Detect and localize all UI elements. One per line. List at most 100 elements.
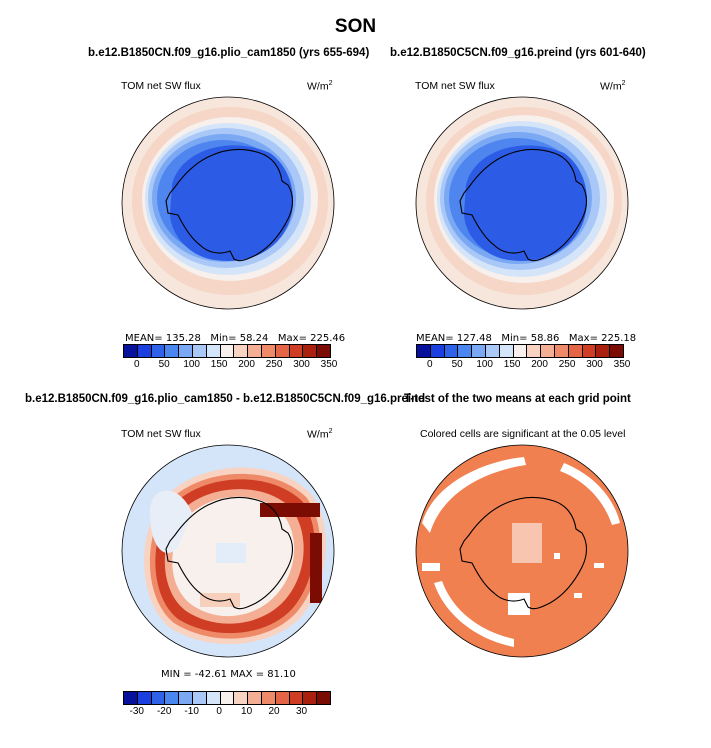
colorbar-swatch	[178, 692, 192, 704]
colorbar-swatch	[609, 345, 623, 357]
panel-preind-units-label: W/m2	[600, 80, 626, 93]
colorbar-swatch	[219, 345, 234, 357]
colorbar-diff-ticks: -30 -20 -10 0 10 20 30	[123, 706, 329, 718]
colorbar-swatch	[191, 692, 206, 704]
colorbar-swatch	[136, 345, 151, 357]
antarctica-coastline	[459, 496, 588, 610]
colorbar-swatch	[288, 692, 303, 704]
colorbar-swatch	[191, 345, 206, 357]
colorbar-swatch	[498, 345, 513, 357]
colorbar-swatch	[316, 345, 330, 357]
colorbar-swatch	[595, 345, 610, 357]
colorbar-preind-ticks: 0 50 100 150 200 250 300 350	[416, 359, 630, 371]
colorbar-tick-label: 300	[586, 359, 603, 370]
colorbar-swatch	[526, 345, 541, 357]
colorbar-swatch	[205, 692, 220, 704]
panel-diff-variable-label: TOM net SW flux	[121, 428, 201, 440]
colorbar-swatch	[288, 345, 303, 357]
colorbar-swatch	[164, 345, 179, 357]
colorbar-swatch	[417, 345, 430, 357]
colorbar-swatch	[274, 345, 289, 357]
colorbar-tick-label: 100	[183, 359, 200, 370]
mean-value: 127.48	[456, 333, 492, 344]
colorbar-tick-label: -30	[129, 706, 144, 717]
max-value: 225.46	[310, 333, 346, 344]
colorbar-tick-label: 350	[613, 359, 631, 370]
panel-plio-stats: MEAN= 135.28 Min= 58.24 Max= 225.46	[125, 333, 346, 344]
colorbar-tick-label: 20	[268, 706, 280, 717]
colorbar-tick-label: 100	[476, 359, 493, 370]
colorbar-swatch	[567, 345, 582, 357]
panel-plio-variable-label: TOM net SW flux	[121, 80, 201, 92]
max-value: 225.18	[601, 333, 637, 344]
min-value: 58.24	[239, 333, 269, 344]
colorbar-tick-label: 200	[238, 359, 255, 370]
map-preind-sw-flux	[415, 96, 629, 310]
panel-ttest-title: T-test of the two means at each grid poi…	[404, 393, 631, 405]
colorbar-swatch	[233, 692, 248, 704]
panel-ttest-subtitle: Colored cells are significant at the 0.0…	[420, 428, 626, 440]
panel-diff-stats: MIN = -42.61 MAX = 81.10	[161, 669, 296, 680]
colorbar-swatch	[457, 345, 472, 357]
colorbar-swatch	[429, 345, 444, 357]
colorbar-plio-ticks: 0 50 100 150 200 250 300 350	[123, 359, 337, 371]
panel-preind-variable-label: TOM net SW flux	[415, 80, 495, 92]
colorbar-tick-label: 0	[426, 359, 433, 370]
colorbar-tick-label: 50	[158, 359, 170, 370]
colorbar-swatch	[247, 345, 261, 357]
colorbar-swatch	[233, 345, 248, 357]
colorbar-plio	[123, 344, 331, 358]
colorbar-tick-label: 200	[531, 359, 548, 370]
colorbar-swatch	[540, 345, 554, 357]
mean-value: 135.28	[165, 333, 201, 344]
panel-preind-title: b.e12.B1850C5CN.f09_g16.preind (yrs 601-…	[390, 47, 646, 59]
antarctica-coastline	[165, 148, 294, 262]
antarctica-coastline	[165, 496, 294, 610]
colorbar-swatch	[150, 692, 165, 704]
colorbar-tick-label: -20	[156, 706, 172, 717]
colorbar-tick-label: 30	[295, 706, 308, 717]
figure-title: SON	[334, 16, 377, 37]
colorbar-tick-label: 250	[558, 359, 576, 370]
colorbar-swatch	[553, 345, 568, 357]
colorbar-swatch	[178, 345, 192, 357]
colorbar-swatch	[124, 345, 137, 357]
colorbar-swatch	[443, 345, 458, 357]
colorbar-swatch	[484, 345, 499, 357]
colorbar-tick-label: 150	[503, 359, 521, 370]
map-plio-sw-flux	[121, 96, 335, 310]
panel-diff-title: b.e12.B1850CN.f09_g16.plio_cam1850 - b.e…	[25, 393, 426, 405]
panel-preind-stats: MEAN= 127.48 Min= 58.86 Max= 225.18	[416, 333, 637, 344]
colorbar-tick-label: 0	[133, 359, 140, 370]
colorbar-swatch	[302, 345, 317, 357]
colorbar-tick-label: 300	[293, 359, 310, 370]
colorbar-swatch	[136, 692, 151, 704]
colorbar-tick-label: -10	[184, 706, 199, 717]
colorbar-swatch	[316, 692, 330, 704]
colorbar-swatch	[471, 345, 485, 357]
colorbar-swatch	[205, 345, 220, 357]
colorbar-swatch	[260, 345, 275, 357]
panel-plio-units-label: W/m2	[307, 80, 333, 93]
panel-diff-units-label: W/m2	[307, 428, 333, 441]
min-value: 58.86	[530, 333, 560, 344]
colorbar-swatch	[302, 692, 317, 704]
colorbar-tick-label: 10	[241, 706, 253, 717]
colorbar-swatch	[124, 692, 137, 704]
colorbar-swatch	[247, 692, 261, 704]
colorbar-swatch	[274, 692, 289, 704]
colorbar-tick-label: 50	[451, 359, 463, 370]
colorbar-tick-label: 250	[265, 359, 283, 370]
colorbar-swatch	[581, 345, 596, 357]
antarctica-coastline	[459, 148, 588, 262]
colorbar-tick-label: 150	[210, 359, 228, 370]
colorbar-swatch	[260, 692, 275, 704]
colorbar-tick-label: 0	[216, 706, 222, 717]
colorbar-swatch	[219, 692, 234, 704]
colorbar-preind	[416, 344, 624, 358]
panel-plio-title: b.e12.B1850CN.f09_g16.plio_cam1850 (yrs …	[88, 47, 370, 59]
colorbar-swatch	[512, 345, 527, 357]
map-diff-sw-flux	[121, 444, 335, 658]
colorbar-swatch	[164, 692, 179, 704]
colorbar-tick-label: 350	[320, 359, 338, 370]
